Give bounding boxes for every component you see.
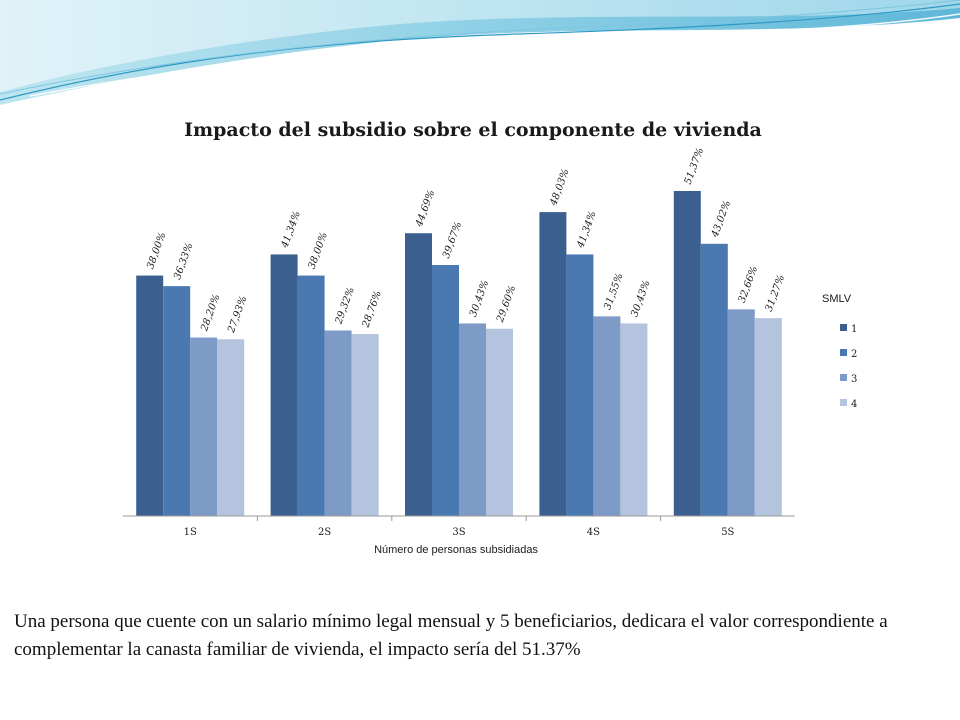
data-label: 30,43%	[468, 279, 491, 319]
bar-series-1-5S	[673, 190, 701, 516]
data-label: 31,55%	[602, 272, 625, 312]
data-label: 28,76%	[360, 289, 384, 330]
data-label: 32,66%	[737, 265, 760, 305]
legend: SMLV 1 2 3 4	[822, 293, 857, 410]
bar-series-1-3S	[405, 233, 432, 516]
bar-series-2-1S	[163, 286, 191, 516]
legend-label: 1	[851, 324, 857, 335]
bar-series-4-1S	[217, 339, 245, 516]
x-tick-label: 2S	[318, 527, 331, 538]
x-tick-label: 1S	[184, 527, 197, 538]
data-label: 43,02%	[709, 199, 733, 240]
bar-series-4-3S	[486, 328, 513, 516]
bar-series-2-2S	[297, 275, 325, 516]
chart-title: Impacto del subsidio sobre el componente…	[184, 119, 762, 141]
data-label: 38,00%	[307, 231, 330, 271]
bar-series-3-5S	[727, 309, 755, 516]
bar-chart: Impacto del subsidio sobre el componente…	[123, 119, 857, 556]
x-tick-label: 3S	[452, 527, 465, 538]
data-label: 48,03%	[548, 168, 572, 209]
data-label: 41,34%	[279, 210, 303, 251]
legend-swatch	[840, 324, 847, 331]
caption-text: Una persona que cuente con un salario mí…	[14, 611, 888, 660]
x-tick-label: 4S	[587, 527, 600, 538]
data-label: 38,00%	[145, 231, 168, 271]
chart-panel: Impacto del subsidio sobre el componente…	[106, 102, 872, 588]
bar-series-3-1S	[190, 337, 218, 516]
bar-series-4-4S	[620, 323, 648, 516]
legend-swatch	[840, 399, 847, 406]
x-tick-label: 5S	[721, 527, 734, 538]
data-label: 31,27%	[764, 274, 787, 314]
bar-series-1-4S	[539, 212, 567, 517]
legend-swatch	[840, 374, 847, 381]
bar-series-1-1S	[136, 275, 164, 516]
header-wave-decoration	[0, 0, 960, 105]
bar-series-2-4S	[566, 254, 594, 516]
bar-series-3-4S	[593, 316, 621, 516]
bar-series-2-5S	[700, 243, 728, 516]
legend-label: 3	[851, 374, 857, 385]
x-axis-label: Número de personas subsidiadas	[374, 544, 538, 556]
data-label: 41,34%	[575, 210, 599, 251]
bar-series-1-2S	[270, 254, 298, 516]
data-label: 36,33%	[172, 242, 195, 282]
legend-label: 2	[851, 349, 857, 360]
legend-label: 4	[851, 399, 857, 410]
data-label: 28,20%	[199, 293, 223, 334]
bar-series-4-2S	[351, 334, 379, 516]
bar-series-3-2S	[324, 330, 352, 516]
data-label: 29,60%	[495, 284, 519, 325]
data-label: 39,67%	[441, 220, 464, 260]
bar-series-3-3S	[459, 323, 486, 516]
legend-swatch	[840, 349, 847, 356]
data-label: 51,37%	[683, 146, 706, 186]
bar-series-2-3S	[432, 264, 459, 516]
data-label: 27,93%	[226, 295, 250, 336]
bar-series-4-5S	[754, 318, 782, 516]
data-label: 30,43%	[629, 279, 652, 319]
legend-title: SMLV	[822, 293, 852, 305]
data-label: 44,69%	[414, 189, 438, 230]
data-label: 29,32%	[333, 286, 357, 327]
